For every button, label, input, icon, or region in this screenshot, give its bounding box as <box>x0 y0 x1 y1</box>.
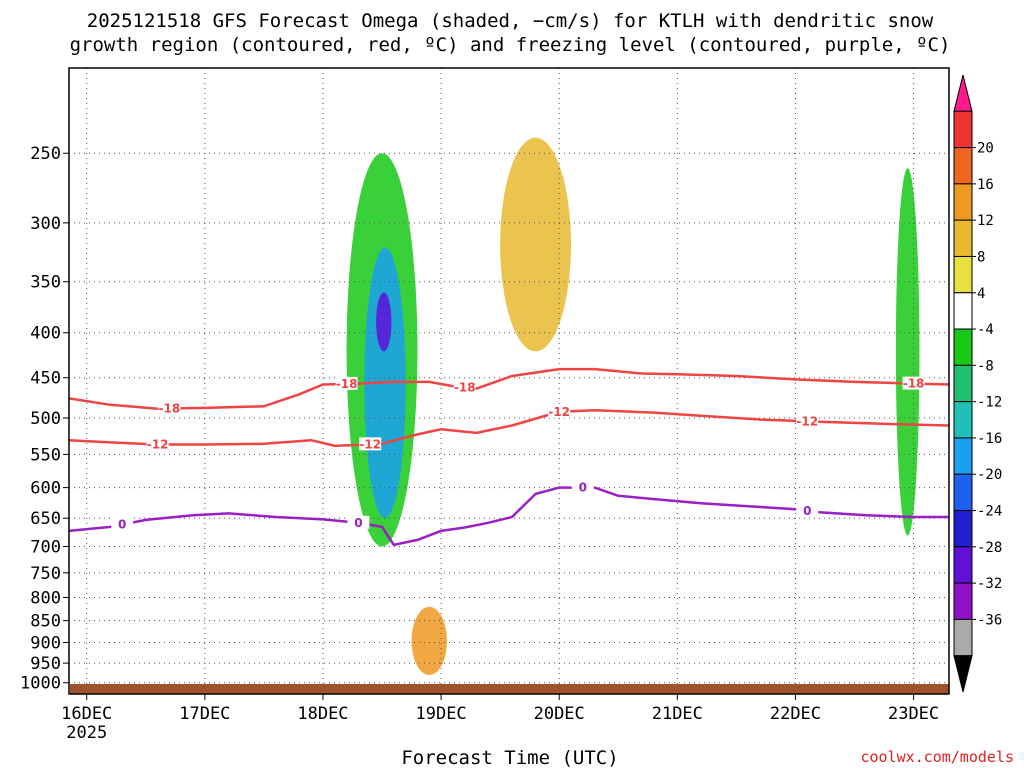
contour-label-bg <box>359 437 382 451</box>
contour-label: 0 <box>579 481 587 495</box>
colorbar-bottom-arrow <box>953 655 973 693</box>
colorbar-label: -20 <box>977 467 1002 483</box>
colorbar-box <box>953 473 973 512</box>
contour-label-bg <box>902 376 925 390</box>
omega-feature-2 <box>376 292 392 352</box>
y-tick-label: 950 <box>30 654 61 674</box>
colorbar-label: -8 <box>977 358 994 374</box>
x-tick-label: 16DEC <box>61 704 112 724</box>
contour-label: 0 <box>803 504 811 518</box>
colorbar-label: -28 <box>977 540 1002 556</box>
y-tick-label: 800 <box>30 588 61 608</box>
colorbar-box <box>953 618 973 657</box>
plot-frame <box>68 67 950 695</box>
contour-label-bg <box>158 401 181 415</box>
colorbar-box <box>953 510 973 548</box>
y-tick-label: 700 <box>30 537 61 557</box>
colorbar-box <box>953 219 973 257</box>
colorbar-label: -4 <box>977 322 994 338</box>
contour-label: -18 <box>454 380 476 394</box>
colorbar-label: -32 <box>977 576 1002 592</box>
y-axis-ticks: 2503003504004505005506006507007508008509… <box>20 144 69 694</box>
x-tick-sublabel: 2025 <box>66 723 107 743</box>
terrain-bar <box>70 684 949 694</box>
omega-feature-4 <box>500 137 572 352</box>
contour-label-bg <box>571 480 594 494</box>
x-tick-label: 22DEC <box>770 704 821 724</box>
x-tick-label: 17DEC <box>179 704 230 724</box>
x-tick-label: 20DEC <box>534 704 585 724</box>
colorbar-box <box>953 110 973 149</box>
y-tick-label: 600 <box>30 479 61 499</box>
colorbar-label: -36 <box>977 612 1002 628</box>
contour-label: -12 <box>147 438 169 452</box>
colorbar: 20 16 12 8 4 -4 -8 -12 -16 -20 -24 -28 -32 -36 <box>953 74 1002 693</box>
x-axis-label: Forecast Time (UTC) <box>401 747 618 768</box>
colorbar-label: 12 <box>977 213 994 229</box>
contour-label: -18 <box>903 377 925 391</box>
colorbar-label: 8 <box>977 249 985 265</box>
chart-title-line-2: growth region (contoured, red, ºC) and f… <box>70 34 951 56</box>
colorbar-box <box>953 183 973 221</box>
temperature-contours: -18 -18 -18 -18 -12 -12 -12 -12 0 0 0 0 <box>68 367 950 547</box>
colorbar-label: -24 <box>977 504 1002 520</box>
credit-text: coolwx.com/models <box>860 748 1014 766</box>
contour-line-0 <box>68 486 949 547</box>
y-tick-label: 650 <box>30 509 61 529</box>
contour-label: -12 <box>548 405 570 419</box>
contour-label-bg <box>796 414 819 428</box>
colorbar-label: 16 <box>977 177 994 193</box>
contour-label: -12 <box>359 437 381 451</box>
y-tick-label: 900 <box>30 633 61 653</box>
colorbar-box <box>953 292 973 330</box>
colorbar-label: -12 <box>977 395 1002 411</box>
contour-label: 0 <box>118 518 126 532</box>
colorbar-label: 4 <box>977 286 985 302</box>
colorbar-box <box>953 401 973 439</box>
x-tick-label: 19DEC <box>415 704 466 724</box>
y-tick-label: 500 <box>30 409 61 429</box>
y-tick-label: 300 <box>30 214 61 234</box>
contour-label-bg <box>548 404 571 418</box>
colorbar-box <box>953 582 973 620</box>
colorbar-top-arrow <box>953 74 973 112</box>
contour-label-bg <box>335 376 358 390</box>
contour-line-minus18 <box>68 367 950 410</box>
colorbar-box <box>953 328 973 366</box>
contour-label: -12 <box>796 414 818 428</box>
y-tick-label: 350 <box>30 273 61 293</box>
colorbar-box <box>953 546 973 584</box>
colorbar-box <box>953 147 973 185</box>
omega-shading <box>346 137 920 675</box>
omega-feature-3 <box>411 606 447 675</box>
contour-label-bg <box>111 517 134 531</box>
y-tick-label: 850 <box>30 612 61 632</box>
contour-line-minus12 <box>68 409 950 448</box>
contour-label: 0 <box>354 516 362 530</box>
x-tick-label: 23DEC <box>888 704 939 724</box>
y-tick-label: 400 <box>30 324 61 344</box>
contour-label-bg <box>796 503 819 517</box>
colorbar-box <box>953 255 973 294</box>
colorbar-label: 20 <box>977 141 994 157</box>
contour-label-bg <box>347 515 370 529</box>
y-tick-label: 250 <box>30 144 61 164</box>
contour-label-bg <box>146 437 169 451</box>
colorbar-label: -16 <box>977 431 1002 447</box>
y-tick-label: 1000 <box>20 674 61 694</box>
colorbar-box <box>953 364 973 403</box>
x-tick-label: 21DEC <box>652 704 703 724</box>
contour-label: -18 <box>159 401 181 415</box>
colorbar-box <box>953 437 973 475</box>
contour-label-bg <box>453 380 476 394</box>
y-tick-label: 450 <box>30 369 61 389</box>
y-tick-label: 550 <box>30 445 61 465</box>
y-tick-label: 750 <box>30 564 61 584</box>
x-tick-label: 18DEC <box>297 704 348 724</box>
contour-label: -18 <box>336 377 358 391</box>
chart-title-line-1: 2025121518 GFS Forecast Omega (shaded, −… <box>87 10 934 32</box>
